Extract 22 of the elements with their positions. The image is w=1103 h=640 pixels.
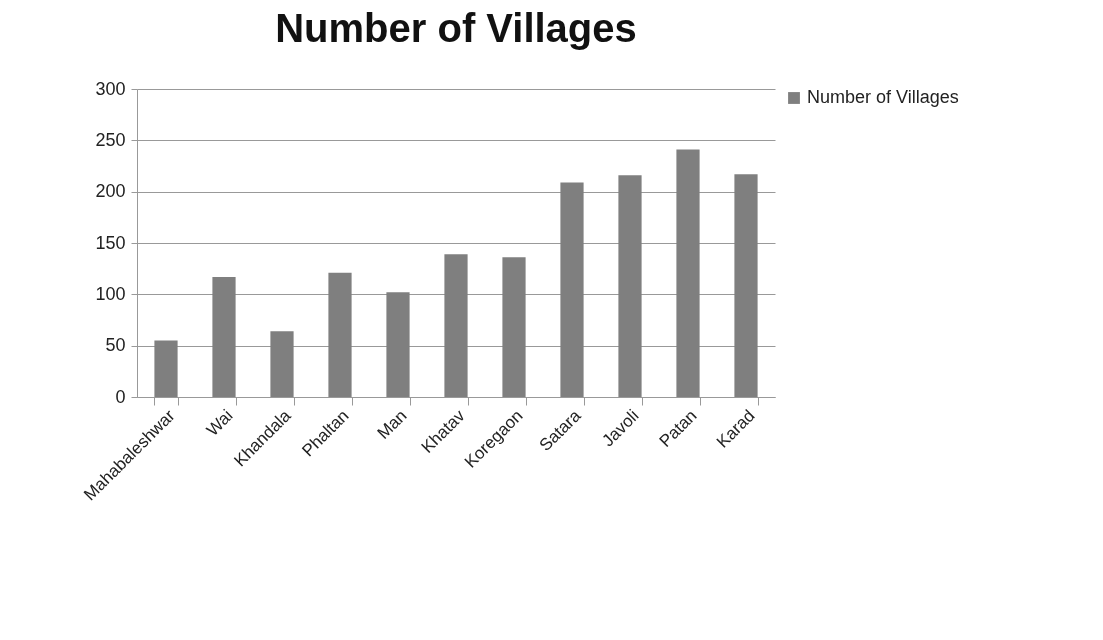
x-tick-label: Wai [202,406,237,440]
bar [676,149,700,397]
chart-title: Number of Villages [275,6,637,50]
bar [154,340,178,397]
x-tick-label: Man [373,406,411,443]
bar [618,175,642,397]
y-tick-label: 250 [95,129,126,150]
y-tick-label: 100 [95,283,126,304]
y-tick-label: 150 [95,232,126,253]
y-tick-label: 0 [115,386,126,407]
bar [212,276,236,397]
y-tick-label: 200 [95,181,126,202]
y-tick-label: 300 [95,78,126,99]
legend-label: Number of Villages [807,87,959,107]
y-tick-label: 50 [105,335,126,356]
bar [386,292,410,397]
bar [328,272,352,397]
bar [734,174,758,397]
bar [270,331,294,397]
bar [444,254,468,397]
bar [560,182,584,397]
bar [502,257,526,397]
